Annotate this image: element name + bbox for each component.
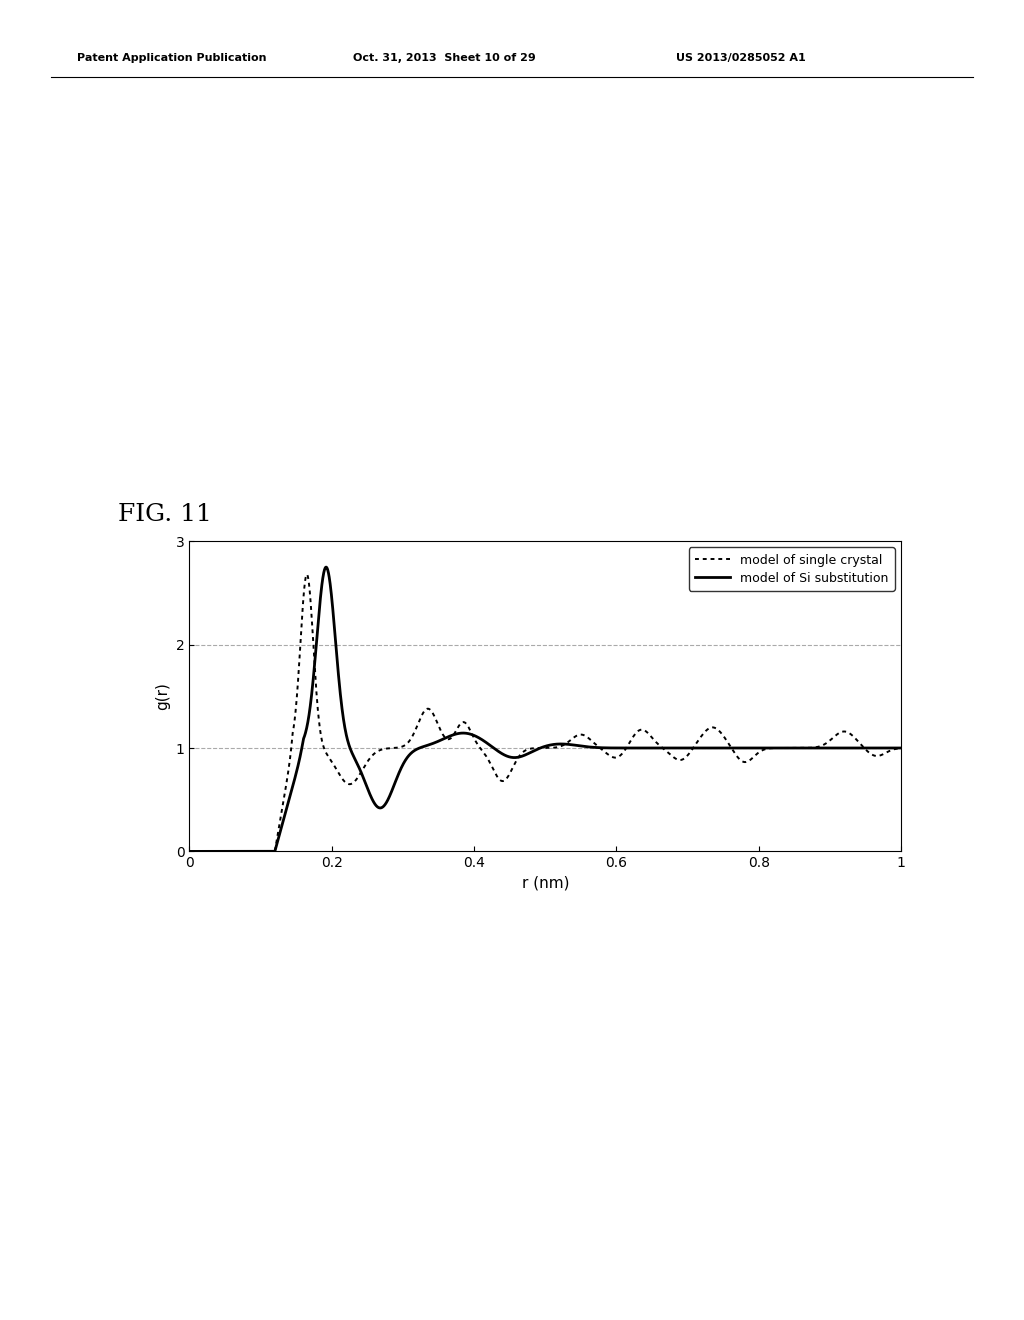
Legend: model of single crystal, model of Si substitution: model of single crystal, model of Si sub… [689, 548, 895, 591]
model of single crystal [301, 566, 313, 582]
model of single crystal [882, 744, 894, 760]
model of single crystal [487, 762, 500, 777]
model of single crystal [307, 632, 319, 648]
model of single crystal [183, 843, 196, 859]
Text: US 2013/0285052 A1: US 2013/0285052 A1 [676, 53, 806, 63]
model of single crystal [264, 843, 276, 859]
model of Si substitution [487, 741, 500, 756]
model of Si substitution [319, 560, 332, 576]
model of Si substitution [895, 741, 907, 756]
model of Si substitution [264, 843, 276, 859]
Y-axis label: g(r): g(r) [156, 682, 170, 710]
Line: model of single crystal: model of single crystal [189, 574, 901, 851]
Text: Patent Application Publication: Patent Application Publication [77, 53, 266, 63]
model of Si substitution [307, 675, 319, 690]
X-axis label: r (nm): r (nm) [521, 875, 569, 891]
model of Si substitution [183, 843, 196, 859]
Line: model of Si substitution: model of Si substitution [189, 568, 901, 851]
model of Si substitution [457, 725, 469, 741]
Text: Oct. 31, 2013  Sheet 10 of 29: Oct. 31, 2013 Sheet 10 of 29 [353, 53, 536, 63]
model of single crystal [895, 741, 907, 756]
Text: FIG. 11: FIG. 11 [118, 503, 212, 527]
model of Si substitution [882, 741, 894, 756]
model of single crystal [457, 714, 469, 730]
model of single crystal [805, 741, 817, 756]
model of Si substitution [805, 741, 817, 756]
